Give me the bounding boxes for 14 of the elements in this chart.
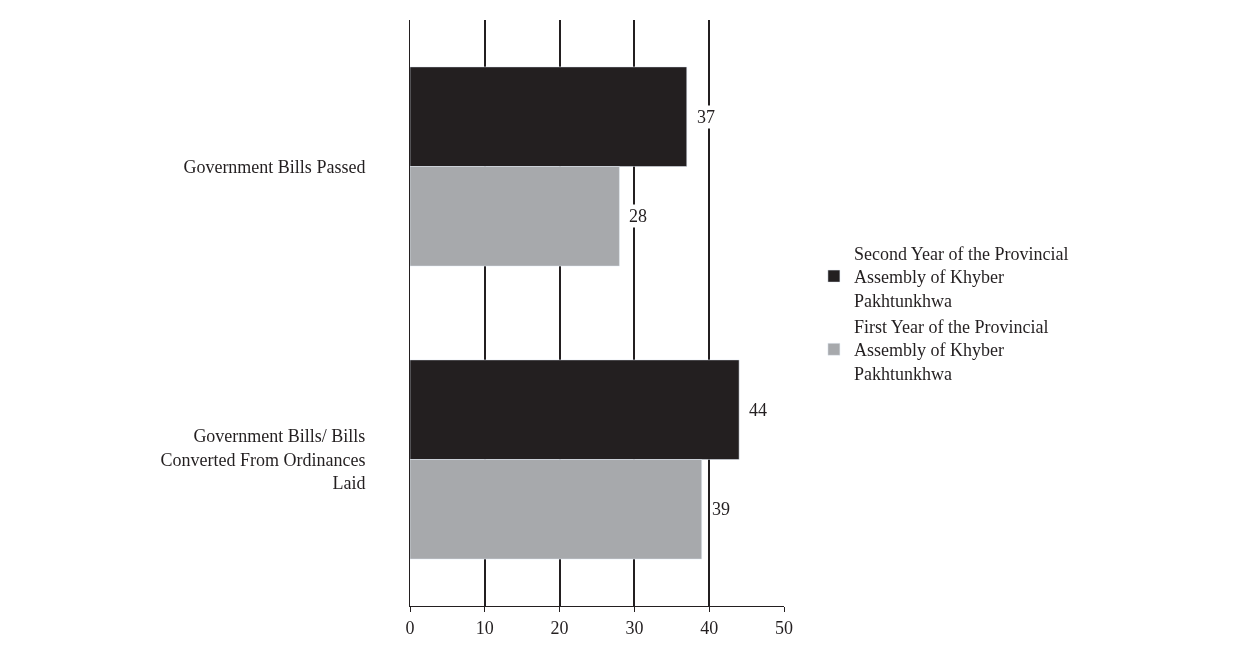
x-tick-label: 10 (475, 617, 494, 638)
legend-label: First Year of the Provincial Assembly of Khyber Pakhtunkhwa (853, 316, 1049, 384)
y-tick-label: Government Bills Passed (183, 156, 366, 177)
legend-label: Second Year of the Provincial Assembly of Khyber Pakhtunkhwa (853, 243, 1069, 311)
data-label: 44 (749, 400, 767, 420)
x-tick-label: 30 (625, 617, 644, 638)
data-label: 28 (629, 206, 647, 226)
y-tick-label: Government Bills/ Bills Converted From Ordinances Laid (160, 426, 366, 494)
data-label: 37 (697, 107, 715, 127)
x-tick-label: 40 (700, 617, 719, 638)
x-tick-label: 20 (550, 617, 569, 638)
x-tick-label: 50 (775, 617, 793, 638)
x-tick-label: 0 (405, 617, 415, 638)
data-label: 39 (712, 499, 730, 519)
